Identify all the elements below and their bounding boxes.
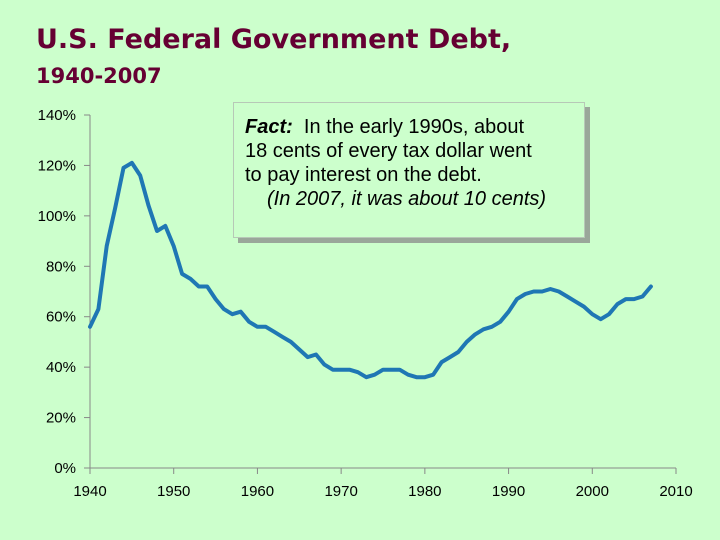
debt-series-line (88, 160, 653, 380)
fact-callout-box: Fact: In the early 1990s, about 18 cents… (233, 102, 585, 238)
x-tick-label: 1980 (408, 483, 441, 500)
x-tick-label: 1990 (492, 483, 525, 500)
y-tick-label: 140% (38, 107, 76, 124)
fact-line-1-text: In the early 1990s, about (303, 116, 525, 138)
slide-title: U.S. Federal Government Debt, 1940-2007 (36, 22, 511, 94)
x-tick-label: 1950 (157, 483, 190, 500)
y-tick-label: 40% (46, 359, 76, 376)
fact-line-1: Fact: In the early 1990s, about (245, 115, 584, 139)
y-tick-label: 80% (46, 258, 76, 275)
fact-line-2: 18 cents of every tax dollar went (245, 140, 532, 162)
chart-axes (89, 115, 676, 469)
fact-line-3: to pay interest on the debt. (245, 164, 482, 186)
title-line-1: U.S. Federal Government Debt, (36, 24, 512, 55)
fact-label: Fact: (245, 116, 293, 138)
y-tick-label: 20% (46, 410, 76, 427)
y-tick-label: 100% (38, 208, 76, 225)
x-tick-label: 1940 (73, 483, 106, 500)
x-tick-label: 1960 (241, 483, 274, 500)
y-axis-ticks: 0% 20% 40% 60% 80% 100% 120% 140% (38, 107, 90, 477)
y-tick-label: 60% (46, 309, 76, 326)
fact-line-4: (In 2007, it was about 10 cents) (267, 188, 547, 210)
x-tick-label: 1970 (324, 483, 357, 500)
x-tick-label: 2000 (576, 483, 609, 500)
x-tick-label: 2010 (659, 483, 692, 500)
x-axis-ticks: 1940 1950 1960 1970 1980 1990 2000 2010 (73, 468, 693, 500)
y-tick-label: 0% (54, 460, 76, 477)
y-tick-label: 120% (38, 157, 76, 174)
title-line-2: 1940-2007 (36, 64, 162, 88)
